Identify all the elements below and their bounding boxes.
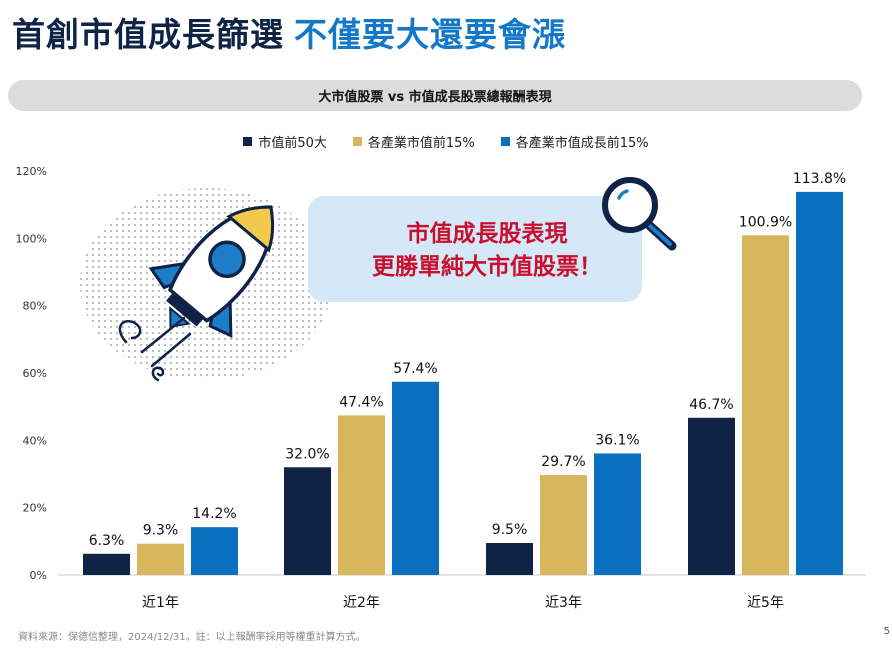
data-label: 100.9% <box>739 214 792 230</box>
bar <box>796 191 843 575</box>
data-label: 9.5% <box>492 522 528 538</box>
data-label: 46.7% <box>689 397 733 413</box>
title-part-1: 首創市值成長篩選 <box>12 15 284 54</box>
data-label: 36.1% <box>595 432 639 448</box>
y-tick-label: 40% <box>23 434 47 447</box>
y-tick-label: 100% <box>16 232 47 245</box>
bar <box>191 527 238 575</box>
bar <box>540 475 587 575</box>
x-category-label: 近3年 <box>545 595 582 611</box>
data-label: 32.0% <box>285 446 329 462</box>
page-number: 5 <box>883 626 890 637</box>
x-category-label: 近1年 <box>142 595 179 611</box>
data-label: 47.4% <box>339 394 383 410</box>
data-label: 14.2% <box>192 506 236 522</box>
data-label: 57.4% <box>393 361 437 377</box>
data-label: 6.3% <box>89 533 125 549</box>
y-tick-label: 20% <box>23 502 47 515</box>
title-part-2: 不僅要大還要會漲 <box>294 15 566 54</box>
data-label: 29.7% <box>541 454 585 470</box>
bar <box>338 415 385 575</box>
legend-swatch-series-3 <box>500 137 510 146</box>
callout-text: 市值成長股表現 更勝單純大市值股票！ <box>308 218 666 284</box>
bar <box>83 553 130 575</box>
y-tick-label: 120% <box>16 165 47 178</box>
x-category-label: 近5年 <box>747 595 784 611</box>
x-category-label: 近2年 <box>343 595 380 611</box>
callout-line-2: 更勝單純大市值股票！ <box>372 254 602 280</box>
legend-label-series-2: 各產業市值前15% <box>367 136 475 151</box>
chart-subtitle-bar: 大市值股票 vs 市值成長股票總報酬表現 <box>8 80 862 111</box>
bar <box>688 417 735 575</box>
bar <box>594 453 641 575</box>
bar <box>392 381 439 575</box>
footer-source-note: 資料來源：保德信整理，2024/12/31。註：以上報酬率採用等權重計算方式。 <box>18 632 366 643</box>
y-tick-label: 80% <box>23 300 47 313</box>
legend-item-series-2: 各產業市值前15% <box>352 132 475 151</box>
chart-subtitle: 大市值股票 vs 市值成長股票總報酬表現 <box>318 90 552 105</box>
data-label: 113.8% <box>793 171 846 187</box>
y-tick-label: 60% <box>23 367 47 380</box>
bar <box>137 543 184 575</box>
legend-item-series-1: 市值前50大 <box>243 132 327 151</box>
legend-label-series-1: 市值前50大 <box>258 136 327 151</box>
page-title: 首創市值成長篩選 不僅要大還要會漲 <box>12 8 566 56</box>
y-tick-label: 0% <box>30 569 47 582</box>
bar <box>486 543 533 575</box>
legend-swatch-series-2 <box>352 137 362 146</box>
callout-line-1: 市值成長股表現 <box>406 221 568 247</box>
legend-label-series-3: 各產業市值成長前15% <box>515 136 649 151</box>
chart-legend: 市值前50大 各產業市值前15% 各產業市值成長前15% <box>0 132 892 151</box>
legend-item-series-3: 各產業市值成長前15% <box>500 132 649 151</box>
bar <box>284 467 331 575</box>
legend-swatch-series-1 <box>243 137 253 146</box>
callout-box <box>308 196 642 302</box>
bar <box>742 235 789 575</box>
data-label: 9.3% <box>143 523 179 539</box>
